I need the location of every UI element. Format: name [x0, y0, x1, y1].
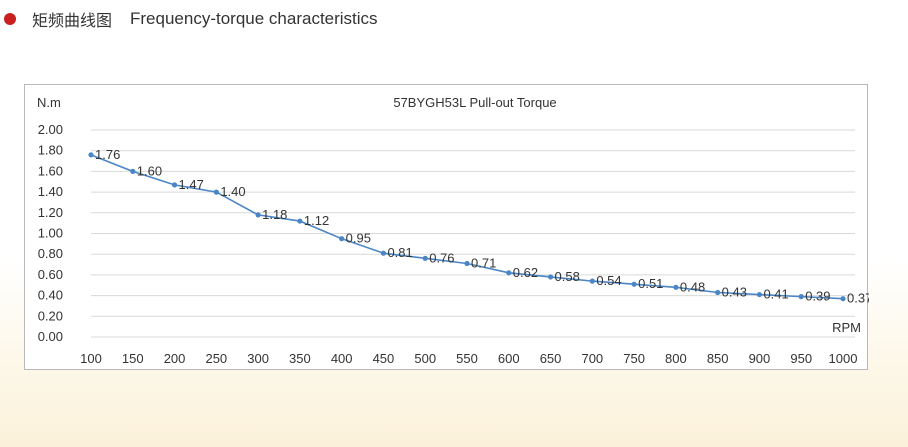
y-tick-label: 0.60	[38, 267, 63, 282]
data-point	[130, 168, 136, 174]
data-point	[756, 291, 763, 298]
y-tick-label: 1.80	[38, 143, 63, 158]
data-point	[339, 236, 345, 242]
data-point	[840, 296, 846, 302]
x-tick-label: 550	[456, 351, 478, 366]
y-tick-label: 0.80	[38, 246, 63, 261]
data-point	[297, 218, 303, 224]
data-label: 0.62	[513, 265, 538, 280]
data-label: 1.60	[137, 163, 162, 178]
x-tick-label: 900	[749, 351, 771, 366]
data-label: 0.95	[346, 231, 371, 246]
x-tick-label: 600	[498, 351, 520, 366]
data-label: 0.48	[680, 279, 705, 294]
data-label: 1.40	[220, 184, 245, 199]
x-tick-label: 700	[581, 351, 603, 366]
x-tick-label: 400	[331, 351, 353, 366]
y-axis-label: N.m	[37, 95, 61, 110]
x-tick-label: 500	[414, 351, 436, 366]
x-tick-label: 650	[540, 351, 562, 366]
y-tick-label: 0.40	[38, 288, 63, 303]
x-tick-label: 200	[164, 351, 186, 366]
data-point	[798, 294, 804, 300]
torque-chart: N.m 57BYGH53L Pull-out Torque RPM 2.00 1.…	[37, 95, 869, 366]
data-point	[464, 260, 470, 267]
y-tick-label: 1.00	[38, 226, 63, 241]
x-tick-label: 150	[122, 351, 144, 366]
data-label: 1.18	[262, 207, 287, 222]
bullet-dot-icon	[4, 13, 16, 25]
x-tick-label: 750	[623, 351, 645, 366]
data-point	[547, 274, 554, 280]
x-tick-label: 800	[665, 351, 687, 366]
y-tick-label: 1.40	[38, 184, 63, 199]
data-label: 0.58	[555, 269, 580, 284]
y-tick-label: 1.60	[38, 163, 63, 178]
x-tick-label: 950	[790, 351, 812, 366]
data-point	[171, 182, 178, 188]
chart-frame: N.m 57BYGH53L Pull-out Torque RPM 2.00 1.…	[24, 84, 869, 370]
data-label: 0.51	[638, 276, 663, 291]
y-tick-label: 1.20	[38, 205, 63, 220]
x-tick-label: 350	[289, 351, 311, 366]
data-label: 1.12	[304, 213, 329, 228]
data-label: 1.76	[95, 147, 120, 162]
data-label: 0.71	[471, 256, 496, 271]
data-label: 0.76	[429, 250, 454, 265]
data-label: 0.39	[805, 289, 830, 304]
x-tick-label: 300	[247, 351, 269, 366]
x-tick-label: 450	[373, 351, 395, 366]
data-label: 0.54	[596, 273, 621, 288]
data-point	[673, 284, 679, 290]
data-point	[715, 289, 721, 296]
data-point	[213, 189, 219, 195]
section-title-en: Frequency-torque characteristics	[130, 9, 378, 28]
data-point	[506, 270, 512, 276]
x-tick-label: 250	[205, 351, 227, 366]
data-point	[422, 255, 428, 261]
data-label: 0.37	[847, 291, 869, 306]
y-tick-label: 2.00	[38, 122, 63, 137]
chart-title: 57BYGH53L Pull-out Torque	[393, 95, 556, 110]
x-tick-label: 1000	[829, 351, 858, 366]
data-label: 1.47	[179, 177, 204, 192]
x-axis-label: RPM	[832, 320, 861, 335]
y-tick-label: 0.00	[38, 329, 63, 344]
data-point	[255, 212, 261, 218]
x-tick-label: 100	[80, 351, 102, 366]
y-tick-label: 0.20	[38, 308, 63, 323]
section-header: 矩频曲线图 Frequency-torque characteristics	[4, 7, 378, 31]
x-tick-label: 850	[707, 351, 729, 366]
data-point	[88, 152, 94, 158]
data-label: 0.43	[722, 284, 747, 299]
data-point	[380, 250, 387, 256]
data-point	[589, 278, 595, 284]
data-label: 0.41	[763, 287, 788, 302]
data-label: 0.81	[387, 245, 412, 260]
section-title-zh: 矩频曲线图	[32, 11, 113, 30]
data-point	[631, 281, 637, 287]
